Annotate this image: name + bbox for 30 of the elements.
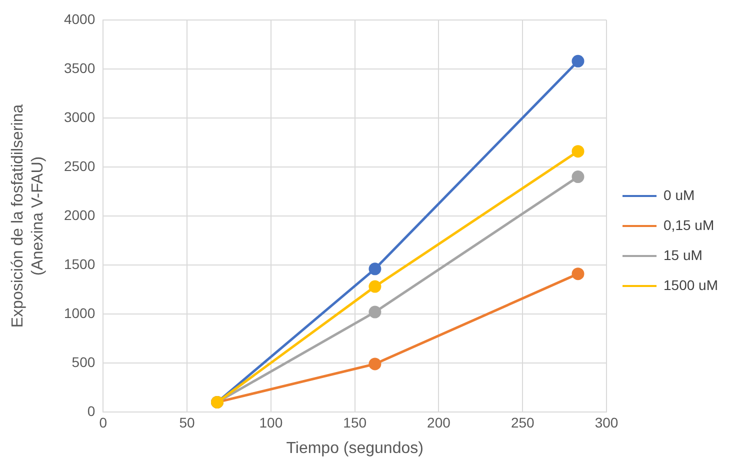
x-tick-label: 0	[99, 414, 108, 430]
y-tick-label: 1500	[64, 256, 96, 272]
y-axis-title: Exposición de la fosfatidilserina (Anexina V-FAU)	[9, 104, 46, 328]
legend-label: 0 uM	[664, 186, 695, 203]
x-tick-label: 250	[510, 414, 535, 430]
point	[572, 268, 584, 280]
y-tick-label: 4000	[64, 10, 96, 27]
point	[572, 145, 584, 158]
point	[368, 280, 382, 293]
x-tick-label: 300	[594, 414, 618, 430]
legend-label: 0,15 uM	[664, 216, 714, 233]
x-axis-title: Tiempo (segundos)	[286, 440, 424, 457]
point	[572, 54, 584, 68]
point	[368, 306, 382, 318]
x-tick-label: 50	[179, 414, 196, 430]
y-tick-label: 0	[87, 402, 96, 419]
y-tick-label: 1000	[64, 304, 96, 321]
point	[368, 262, 382, 276]
legend-label: 15 uM	[664, 246, 702, 263]
y-tick-label: 3000	[64, 108, 96, 125]
x-tick-label: 150	[343, 414, 367, 430]
y-tick-label: 2000	[64, 206, 96, 223]
y-tick-label: 2500	[64, 158, 96, 174]
legend-label: 1500 uM	[664, 276, 718, 293]
y-tick-label: 3500	[64, 60, 96, 76]
x-tick-label: 200	[427, 414, 451, 430]
point	[572, 170, 584, 184]
x-tick-label: 100	[259, 414, 283, 430]
point	[368, 358, 382, 370]
y-tick-label: 500	[72, 354, 96, 370]
